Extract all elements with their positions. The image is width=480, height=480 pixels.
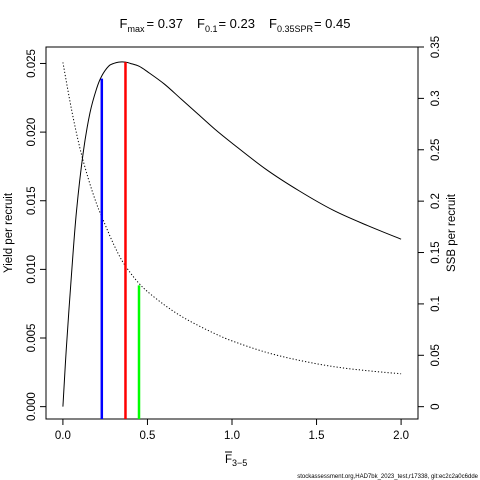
y-left-tick-label: 0.000 [26, 392, 38, 421]
x-tick-label: 0.0 [55, 430, 71, 442]
title-fspr-value: = 0.45 [314, 16, 351, 31]
axes: 0.0 0.5 1.0 1.5 2.0 0.000 0.005 0.010 0.015 0.020… [26, 36, 442, 442]
title-fmax-value: = 0.37 [146, 16, 183, 31]
x-tick-label: 2.0 [393, 430, 409, 442]
x-axis-title-text: F3−5 [225, 454, 247, 468]
y-right-tick-label: 0.3 [430, 90, 442, 106]
title-f01-symbol: F [197, 16, 205, 31]
footer-text: stockassessment.org,HAD7bk_2023_test,r17… [297, 474, 478, 480]
y-right-tick-label: 0.35 [430, 36, 442, 58]
title-fspr-subscript: 0.35SPR [277, 24, 314, 34]
x-axis-title-symbol: F [225, 454, 232, 466]
y-right-tick-label: 0.05 [430, 344, 442, 366]
series-layer [62, 61, 402, 407]
x-tick-label: 0.5 [139, 430, 155, 442]
y-right-tick-label: 0.25 [430, 139, 442, 161]
ssb-per-recruit-line [62, 62, 402, 375]
title-f01-subscript: 0.1 [205, 24, 218, 34]
y-right-tick-label: 0.15 [430, 241, 442, 263]
y-left-tick-label: 0.005 [26, 324, 38, 353]
x-axis-title-subscript: 3−5 [232, 458, 247, 468]
yield-per-recruit-line [62, 61, 402, 407]
y-left-tick-label: 0.020 [26, 118, 38, 147]
x-tick-label: 1.5 [309, 430, 325, 442]
y-right-tick-label: 0.2 [430, 193, 442, 209]
title-fmax-symbol: F [120, 16, 128, 31]
y-left-tick-label: 0.025 [26, 49, 38, 78]
y-right-tick-label: 0.1 [430, 296, 442, 312]
y-axis-title-left: Yield per recruit [3, 192, 15, 273]
y-left-tick-label: 0.015 [26, 186, 38, 215]
y-left-tick-label: 0.010 [26, 255, 38, 284]
x-axis-title: F3−5 [225, 451, 247, 468]
reference-lines [100, 62, 141, 419]
chart-title: Fmax = 0.37 F0.1= 0.23 F0.35SPR= 0.45 [120, 16, 351, 34]
x-tick-label: 1.0 [224, 430, 240, 442]
title-fmax-subscript: max [127, 24, 145, 34]
title-fspr-symbol: F [269, 16, 277, 31]
y-right-tick-label: 0 [430, 403, 442, 409]
y-axis-title-right: SSB per recruit [446, 193, 458, 272]
title-f01-value: = 0.23 [218, 16, 255, 31]
